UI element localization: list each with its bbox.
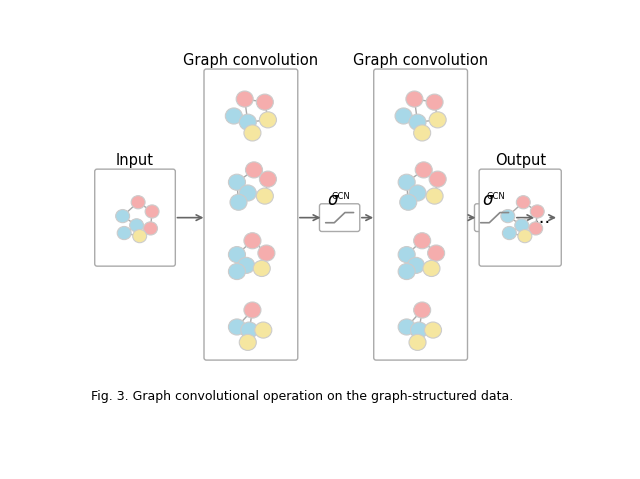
- Text: Graph convolution: Graph convolution: [183, 53, 319, 68]
- Ellipse shape: [502, 227, 516, 240]
- Ellipse shape: [244, 233, 261, 249]
- Ellipse shape: [398, 174, 415, 190]
- Ellipse shape: [131, 195, 145, 209]
- Text: Fig. 3. Graph convolutional operation on the graph-structured data.: Fig. 3. Graph convolutional operation on…: [91, 390, 513, 403]
- Ellipse shape: [143, 222, 157, 235]
- Ellipse shape: [429, 112, 446, 128]
- Ellipse shape: [145, 205, 159, 218]
- Ellipse shape: [413, 125, 431, 141]
- Ellipse shape: [429, 171, 446, 187]
- Ellipse shape: [400, 194, 417, 210]
- Ellipse shape: [426, 94, 443, 110]
- Ellipse shape: [246, 162, 262, 178]
- Ellipse shape: [406, 91, 423, 107]
- Ellipse shape: [409, 114, 426, 130]
- Ellipse shape: [398, 263, 415, 280]
- Text: $\sigma$: $\sigma$: [327, 191, 340, 209]
- Ellipse shape: [129, 219, 143, 232]
- Ellipse shape: [428, 245, 445, 261]
- Ellipse shape: [239, 185, 256, 201]
- FancyBboxPatch shape: [204, 69, 298, 360]
- Ellipse shape: [413, 233, 431, 249]
- Ellipse shape: [256, 188, 273, 204]
- Text: $\sigma$: $\sigma$: [482, 191, 495, 209]
- FancyBboxPatch shape: [479, 169, 561, 266]
- Ellipse shape: [228, 263, 246, 280]
- Ellipse shape: [259, 171, 276, 187]
- Ellipse shape: [256, 94, 273, 110]
- Ellipse shape: [255, 322, 272, 338]
- Text: Output: Output: [495, 153, 546, 168]
- Ellipse shape: [228, 174, 246, 190]
- Ellipse shape: [398, 319, 415, 335]
- FancyBboxPatch shape: [474, 204, 515, 231]
- Ellipse shape: [259, 112, 276, 128]
- Text: ...: ...: [533, 209, 550, 227]
- Ellipse shape: [531, 205, 544, 218]
- Ellipse shape: [408, 257, 424, 274]
- Ellipse shape: [515, 219, 529, 232]
- Ellipse shape: [116, 209, 129, 223]
- FancyBboxPatch shape: [95, 169, 175, 266]
- FancyBboxPatch shape: [319, 204, 360, 231]
- Ellipse shape: [228, 247, 246, 262]
- Ellipse shape: [516, 195, 531, 209]
- Ellipse shape: [244, 302, 261, 318]
- Ellipse shape: [426, 188, 443, 204]
- Ellipse shape: [413, 302, 431, 318]
- Ellipse shape: [132, 229, 147, 243]
- Ellipse shape: [518, 229, 532, 243]
- Ellipse shape: [410, 322, 428, 338]
- Ellipse shape: [424, 322, 442, 338]
- Text: Input: Input: [116, 153, 154, 168]
- Text: Graph convolution: Graph convolution: [353, 53, 488, 68]
- Ellipse shape: [409, 334, 426, 351]
- FancyBboxPatch shape: [374, 69, 467, 360]
- Ellipse shape: [225, 108, 243, 124]
- Ellipse shape: [230, 194, 247, 210]
- Ellipse shape: [415, 162, 432, 178]
- Ellipse shape: [529, 222, 543, 235]
- Ellipse shape: [244, 125, 261, 141]
- Ellipse shape: [117, 227, 131, 240]
- Ellipse shape: [395, 108, 412, 124]
- Ellipse shape: [398, 247, 415, 262]
- Ellipse shape: [228, 319, 246, 335]
- Ellipse shape: [258, 245, 275, 261]
- Ellipse shape: [501, 209, 515, 223]
- Ellipse shape: [241, 322, 258, 338]
- Text: GCN: GCN: [487, 192, 506, 201]
- Ellipse shape: [423, 261, 440, 276]
- Ellipse shape: [409, 185, 426, 201]
- Ellipse shape: [236, 91, 253, 107]
- Ellipse shape: [239, 114, 256, 130]
- Ellipse shape: [253, 261, 270, 276]
- Text: GCN: GCN: [332, 192, 351, 201]
- Ellipse shape: [237, 257, 255, 274]
- Ellipse shape: [239, 334, 256, 351]
